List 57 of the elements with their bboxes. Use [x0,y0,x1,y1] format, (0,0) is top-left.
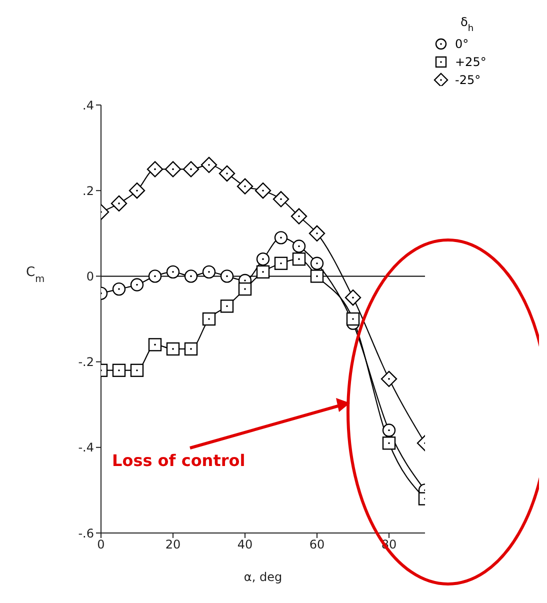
point [310,256,324,270]
point [182,161,200,178]
point [220,270,234,283]
point [346,312,360,326]
point [148,338,162,352]
point [274,231,288,244]
y-tick-label: 0 [86,269,94,284]
point [184,342,198,356]
point [202,265,216,279]
x-tick-label: 40 [237,538,253,552]
point [256,265,270,279]
point [308,225,326,242]
x-tick-label: 20 [165,538,181,552]
point [290,208,308,224]
point [112,364,126,377]
y-tick-label: -.6 [78,526,94,540]
annotation: Loss of control [112,451,246,470]
legend-title: δ$_{h}$ [460,15,474,34]
point [164,161,182,178]
point [274,256,288,270]
y-tick-label: -.4 [78,440,94,455]
point [202,312,216,326]
point [238,282,252,296]
point [112,282,126,296]
point [128,182,146,199]
point [130,364,144,377]
point [200,156,218,174]
point [292,252,306,266]
point [166,265,180,279]
point [148,270,162,283]
x-axis-title: α, deg [244,570,282,584]
x-tick-label: 0 [97,538,105,552]
point [130,278,144,292]
point [256,252,270,266]
point [236,178,254,194]
point [344,290,362,306]
y-tick-label: -.2 [78,355,94,370]
y-axis-title: C$_{m}$ [26,265,45,285]
point [272,191,290,208]
point [166,342,180,356]
legend-label: 0° [455,37,469,51]
y-tick-label: .2 [82,184,94,198]
point [184,270,198,283]
point [382,436,396,450]
y-tick-label: .4 [82,98,94,112]
point [254,182,272,199]
point [220,300,234,313]
point [146,161,164,178]
x-tick-label: 60 [309,538,325,552]
point [310,270,324,283]
point [380,370,398,388]
point [110,195,128,212]
point [292,240,306,253]
point [218,165,236,182]
legend-label: -25° [455,73,481,87]
point [382,424,396,437]
legend-label: +25° [455,55,486,69]
